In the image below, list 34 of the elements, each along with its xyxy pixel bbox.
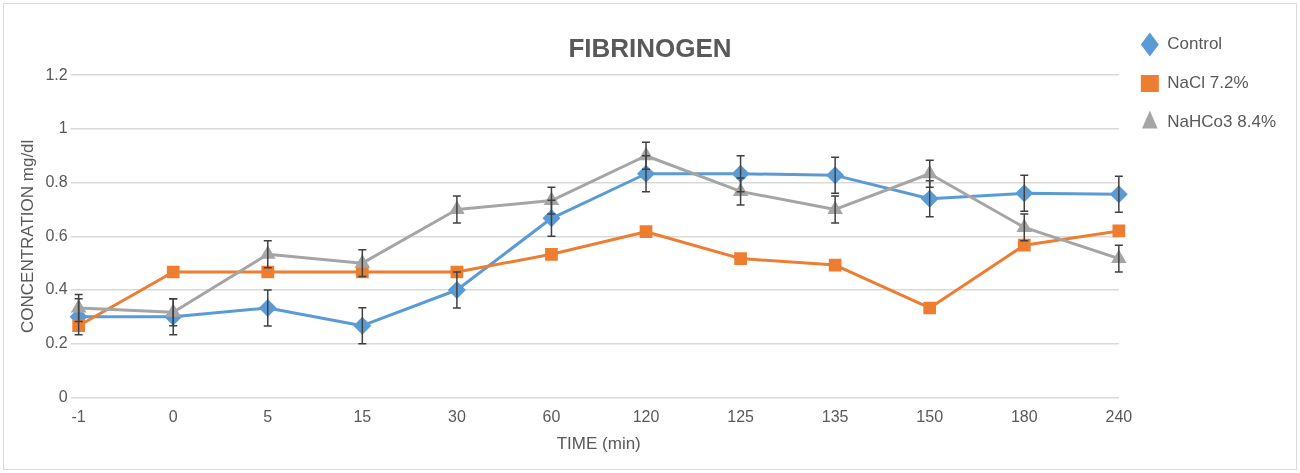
x-tick-label: 120	[632, 408, 660, 426]
x-tick-label: 125	[727, 408, 755, 426]
legend-label: Control	[1167, 34, 1223, 54]
chart-title: FIBRINOGEN	[568, 32, 732, 63]
point	[166, 265, 180, 279]
point	[545, 247, 558, 261]
point	[734, 252, 747, 265]
x-tick-label: 135	[821, 408, 849, 426]
y-tick-label: 0.6	[45, 226, 68, 244]
x-tick-label: 150	[916, 408, 944, 426]
point	[828, 258, 842, 272]
legend-label: NaCl 7.2%	[1167, 73, 1249, 93]
x-tick-label: 180	[1010, 408, 1038, 426]
y-tick-label: 1.2	[45, 65, 68, 83]
x-tick-label: 0	[168, 408, 178, 426]
x-tick-label: -1	[71, 408, 86, 426]
y-tick-label: 0.8	[45, 173, 68, 191]
x-tick-label: 15	[353, 408, 372, 426]
legend-label: NaHCo3 8.4%	[1167, 112, 1277, 132]
y-tick-label: 0	[58, 387, 68, 405]
point	[639, 225, 653, 239]
point	[1112, 224, 1126, 238]
point	[1015, 184, 1034, 203]
y-tick-label: 1	[58, 119, 68, 137]
x-tick-label: 30	[448, 408, 466, 426]
point	[923, 301, 937, 315]
point	[261, 265, 275, 279]
y-axis-title: CONCENTRATION mg/dl	[17, 139, 37, 333]
x-tick-label: 60	[542, 408, 561, 426]
x-tick-label: 5	[263, 408, 273, 426]
x-tick-label: 240	[1105, 408, 1133, 426]
y-tick-label: 0.2	[45, 334, 68, 352]
y-tick-label: 0.4	[45, 280, 68, 298]
x-axis-title: TIME (min)	[556, 434, 641, 454]
